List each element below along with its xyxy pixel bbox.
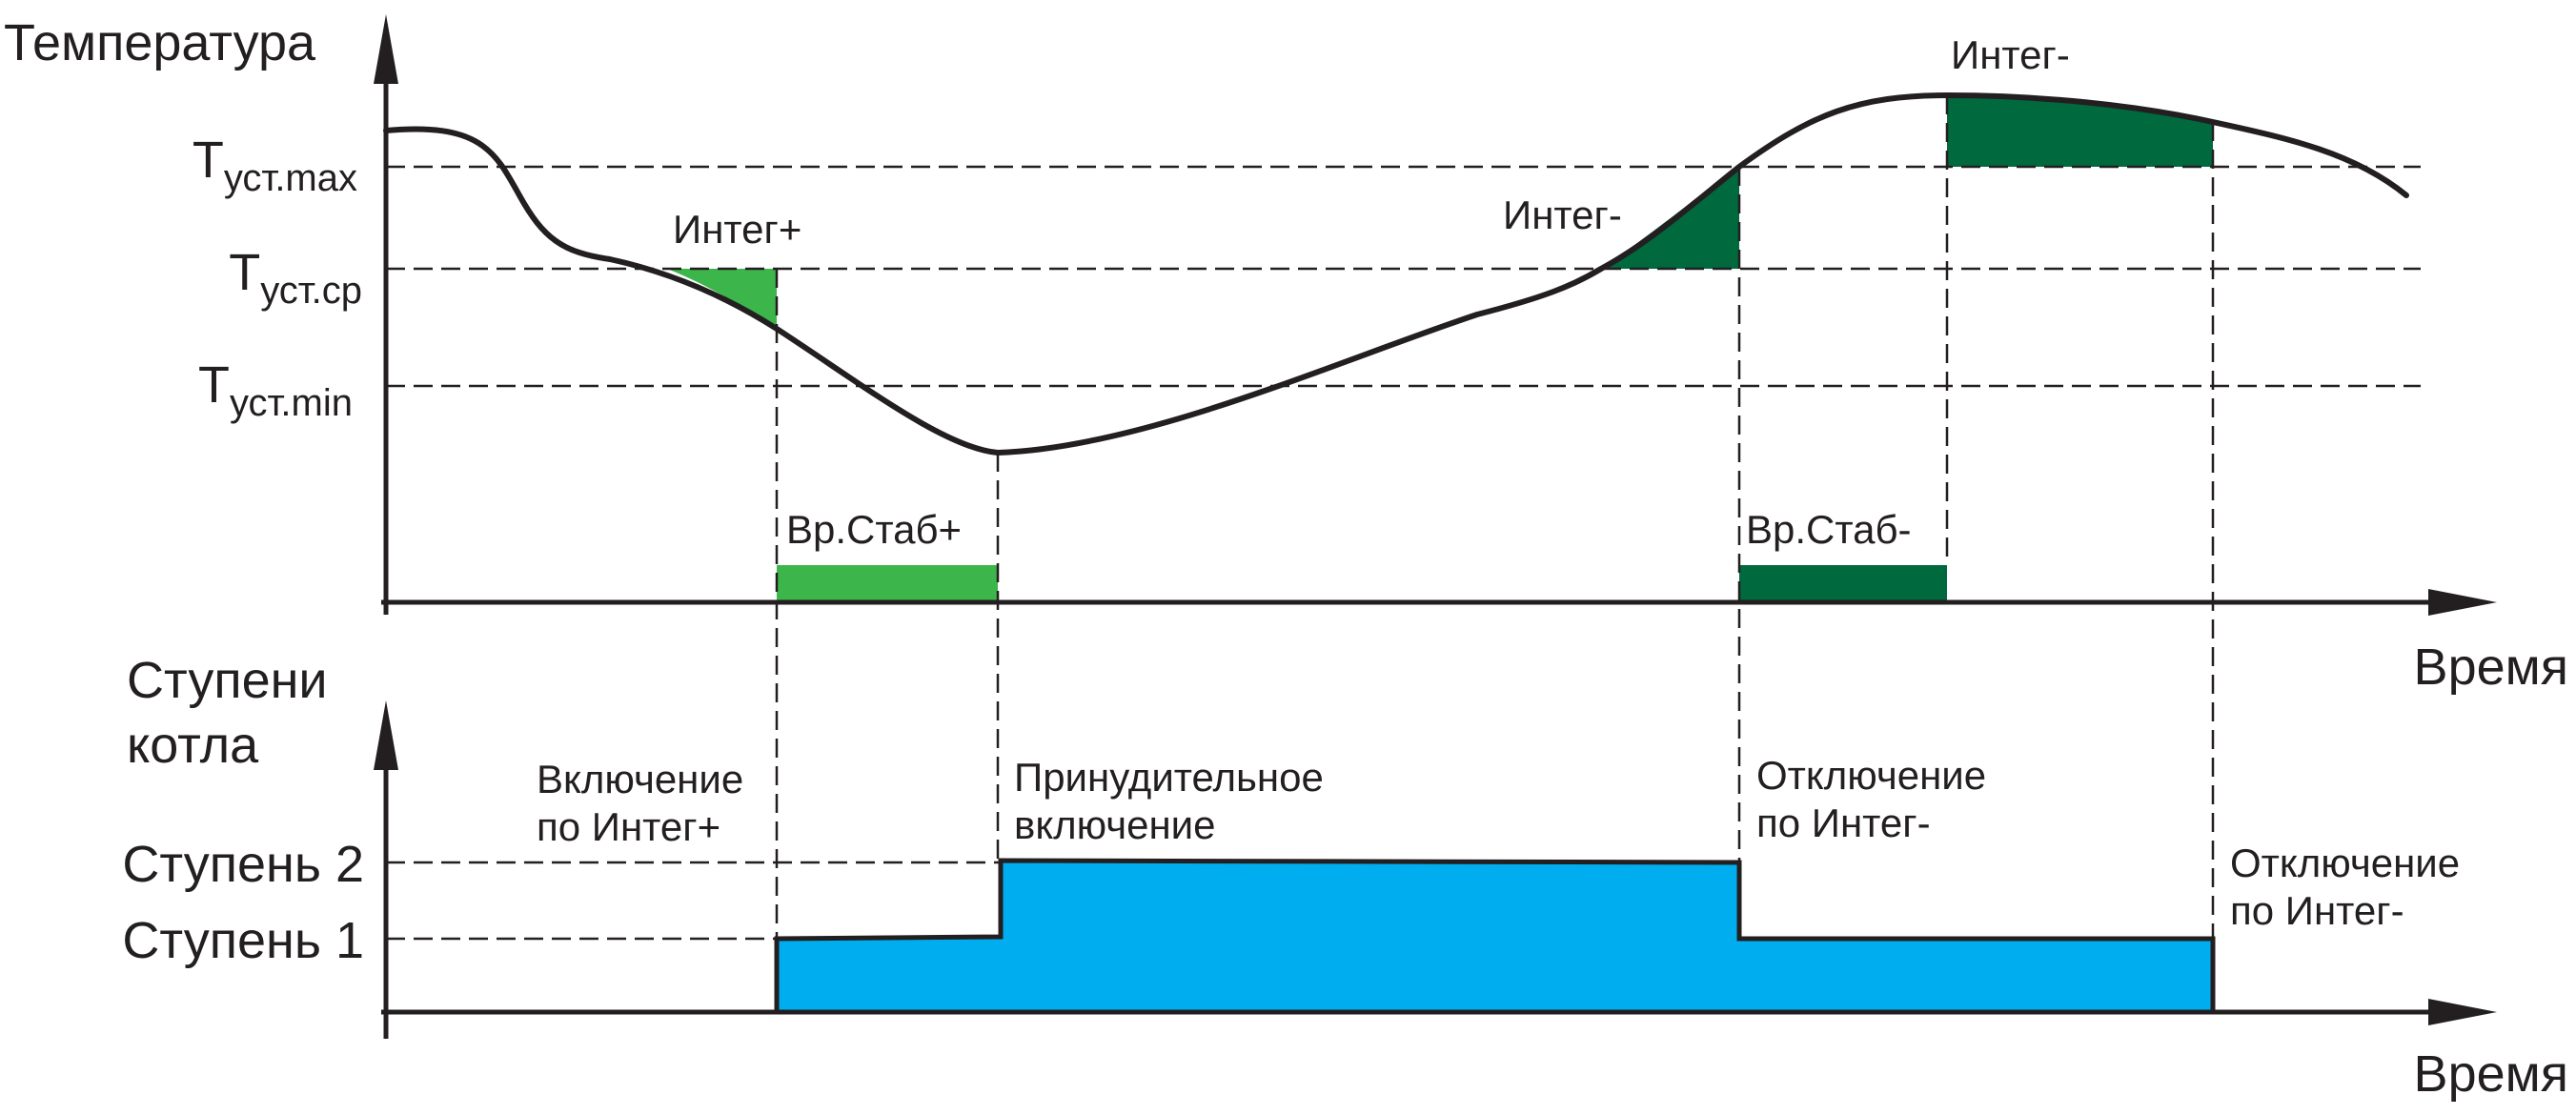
stages-axis-title: Ступени котла xyxy=(127,652,342,774)
integ-plus-area xyxy=(667,269,777,329)
integ-plus-label: Интег+ xyxy=(673,207,801,252)
temperature-curve xyxy=(383,92,2409,456)
stage1-label: Ступень 1 xyxy=(122,912,364,969)
off-integ-annotation-1: Отключение по Интег- xyxy=(1756,753,1998,845)
stab-minus-label: Вр.Стаб- xyxy=(1746,507,1912,552)
stage2-label: Ступень 2 xyxy=(122,836,364,893)
bottom-time-axis-title: Время xyxy=(2414,1045,2568,1103)
boiler-stages-chart: Ступени котла Время Ступень 2 Ступень 1 … xyxy=(122,652,2568,1103)
top-time-axis-title: Время xyxy=(2414,639,2568,696)
integ-minus-area-2 xyxy=(1947,95,2213,167)
tcp-label: Tуст.ср xyxy=(229,244,362,312)
integ-minus-label-2: Интег- xyxy=(1951,32,2070,77)
top-x-arrow xyxy=(2428,589,2497,616)
forced-on-annotation: Принудительное включение xyxy=(1014,755,1334,847)
tmax-label: Tуст.max xyxy=(193,132,357,199)
on-integ-annotation: Включение по Интег+ xyxy=(537,757,755,849)
stab-minus-bar xyxy=(1739,565,1947,600)
top-y-arrow xyxy=(374,14,398,84)
integ-minus-label-1: Интег- xyxy=(1503,193,1622,237)
connector-lines xyxy=(775,95,2215,942)
stage-fill xyxy=(774,858,2216,1015)
bottom-x-arrow xyxy=(2428,999,2497,1025)
stab-plus-bar xyxy=(777,565,998,600)
off-integ-annotation-2: Отключение по Интег- xyxy=(2230,841,2471,933)
integ-minus-area-1 xyxy=(1601,167,1739,269)
temperature-chart: Температура Время Tуст.max Tуст.ср Tуст.… xyxy=(4,14,2568,696)
temperature-axis-title: Температура xyxy=(4,14,316,71)
bottom-y-arrow xyxy=(374,700,398,770)
tmin-label: Tуст.min xyxy=(198,356,353,424)
stab-plus-label: Вр.Стаб+ xyxy=(786,507,962,552)
